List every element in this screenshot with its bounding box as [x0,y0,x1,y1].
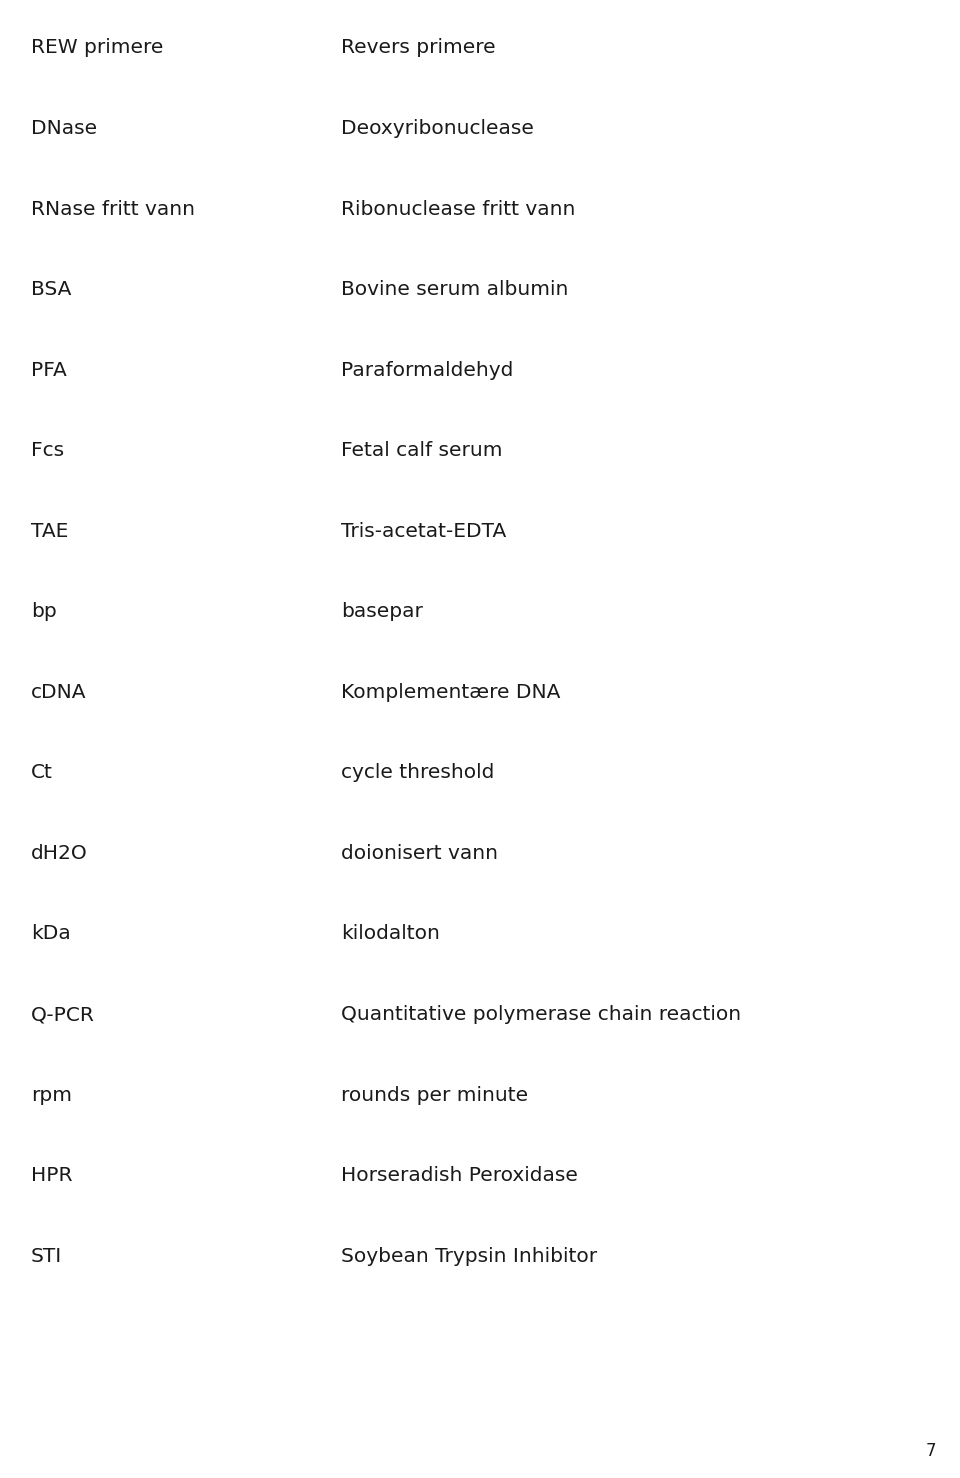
Text: Bovine serum albumin: Bovine serum albumin [341,279,568,299]
Text: kilodalton: kilodalton [341,925,440,943]
Text: Horseradish Peroxidase: Horseradish Peroxidase [341,1166,578,1185]
Text: basepar: basepar [341,603,422,621]
Text: 7: 7 [925,1443,936,1460]
Text: BSA: BSA [31,279,71,299]
Text: Quantitative polymerase chain reaction: Quantitative polymerase chain reaction [341,1005,741,1024]
Text: doionisert vann: doionisert vann [341,844,498,863]
Text: Paraformaldehyd: Paraformaldehyd [341,361,514,380]
Text: STI: STI [31,1247,62,1265]
Text: Komplementære DNA: Komplementære DNA [341,683,561,702]
Text: Fcs: Fcs [31,440,64,460]
Text: Deoxyribonuclease: Deoxyribonuclease [341,118,534,137]
Text: Q-PCR: Q-PCR [31,1005,95,1024]
Text: Tris-acetat-EDTA: Tris-acetat-EDTA [341,522,506,541]
Text: bp: bp [31,603,57,621]
Text: rpm: rpm [31,1085,72,1104]
Text: HPR: HPR [31,1166,72,1185]
Text: kDa: kDa [31,925,70,943]
Text: rounds per minute: rounds per minute [341,1085,528,1104]
Text: Fetal calf serum: Fetal calf serum [341,440,502,460]
Text: Soybean Trypsin Inhibitor: Soybean Trypsin Inhibitor [341,1247,597,1265]
Text: TAE: TAE [31,522,68,541]
Text: Ct: Ct [31,763,53,782]
Text: Ribonuclease fritt vann: Ribonuclease fritt vann [341,200,575,219]
Text: RNase fritt vann: RNase fritt vann [31,200,195,219]
Text: dH2O: dH2O [31,844,87,863]
Text: Revers primere: Revers primere [341,38,495,58]
Text: cDNA: cDNA [31,683,86,702]
Text: REW primere: REW primere [31,38,163,58]
Text: DNase: DNase [31,118,97,137]
Text: PFA: PFA [31,361,66,380]
Text: cycle threshold: cycle threshold [341,763,494,782]
